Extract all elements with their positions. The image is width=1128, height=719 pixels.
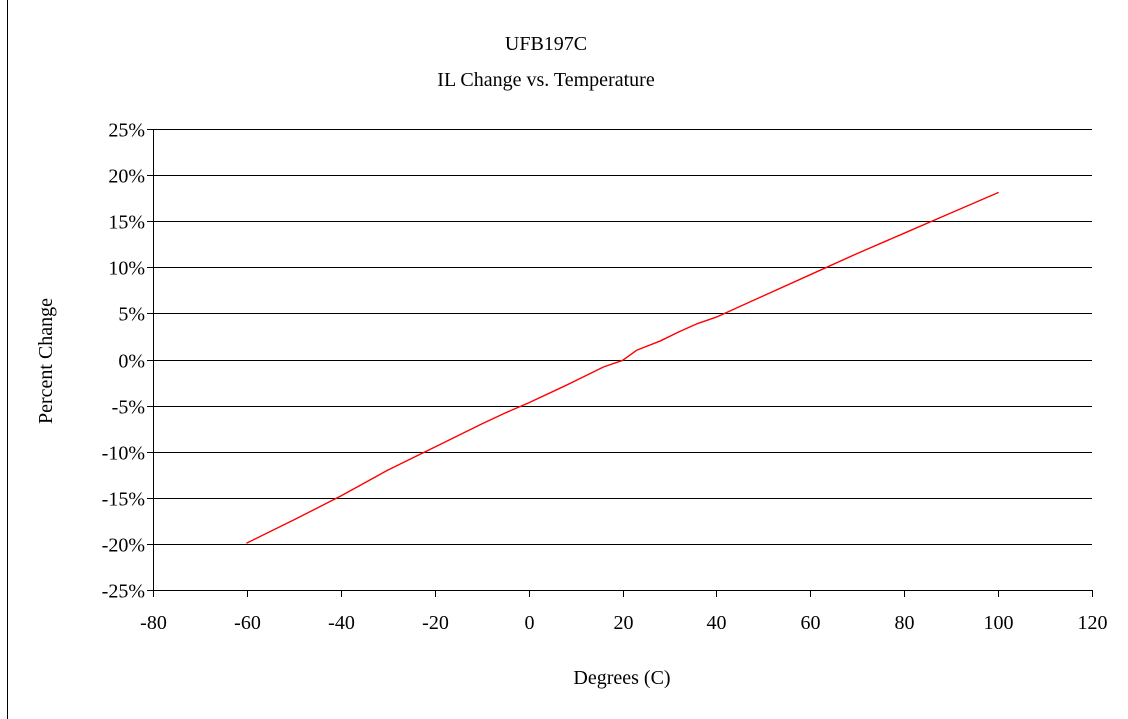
- x-tick-label: -60: [234, 612, 261, 634]
- x-tick-label: 20: [614, 612, 634, 634]
- y-tick-label: -5%: [112, 397, 145, 419]
- y-tick-label: 10%: [108, 258, 145, 280]
- x-tick-label: 120: [1078, 612, 1108, 634]
- chart-title: UFB197C: [505, 33, 587, 55]
- y-tick-label: 25%: [108, 120, 145, 142]
- x-tick-label: 0: [525, 612, 535, 634]
- left-border-line: [7, 0, 8, 719]
- x-tick-label: -80: [140, 612, 167, 634]
- x-axis-label: Degrees (C): [573, 667, 670, 689]
- y-tick-label: 20%: [108, 166, 145, 188]
- x-tick-label: 80: [895, 612, 915, 634]
- x-tick-label: -40: [328, 612, 355, 634]
- y-tick-label: -10%: [102, 443, 145, 465]
- y-tick-label: -15%: [102, 489, 145, 511]
- y-tick-label: 15%: [108, 212, 145, 234]
- series-line: [246, 191, 999, 544]
- y-tick-label: -25%: [102, 581, 145, 603]
- x-tick-label: -20: [422, 612, 449, 634]
- y-tick-label: -20%: [102, 535, 145, 557]
- chart-subtitle: IL Change vs. Temperature: [437, 69, 655, 91]
- x-tick-label: 40: [707, 612, 727, 634]
- y-axis-label: Percent Change: [35, 298, 57, 424]
- x-tick-label: 100: [984, 612, 1014, 634]
- y-tick-label: 0%: [118, 351, 145, 373]
- y-tick-label: 5%: [118, 304, 145, 326]
- x-tick-label: 60: [801, 612, 821, 634]
